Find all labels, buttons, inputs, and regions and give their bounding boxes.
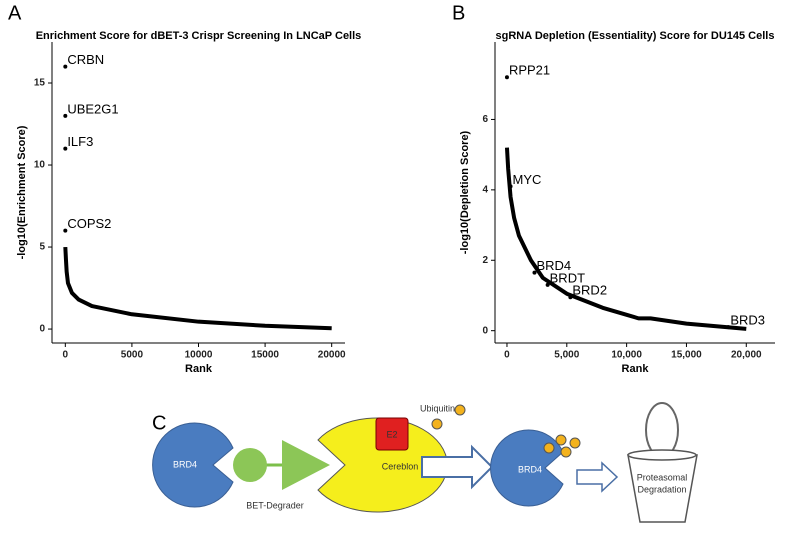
ubiquitin (454, 404, 466, 416)
y-tick-label: 0 (39, 324, 45, 335)
handle (645, 402, 679, 458)
label: BRD4 (173, 459, 197, 469)
labeled-point (568, 295, 573, 300)
e2 (375, 417, 409, 451)
label: Cereblon (382, 461, 419, 471)
ligand (282, 440, 330, 490)
annotation: COPS2 (67, 216, 111, 231)
label: Ubiquitin (420, 403, 455, 413)
ubiquitin (560, 446, 572, 458)
label: Proteasomal (637, 472, 688, 482)
ubiquitin (555, 434, 567, 446)
labeled-point (532, 270, 537, 275)
x-tick-label: 20,000 (731, 350, 762, 361)
labeled-point (63, 146, 68, 151)
ligand (233, 448, 267, 482)
ubiquitin (431, 418, 443, 430)
annotation: RPP21 (509, 63, 550, 78)
x-tick-label: 10000 (185, 350, 213, 361)
x-tick-label: 0 (504, 350, 510, 361)
x-tick-label: 5,000 (554, 350, 579, 361)
annotation: UBE2G1 (67, 101, 118, 116)
chart-title: sgRNA Depletion (Essentiality) Score for… (496, 30, 775, 42)
rank-curve (63, 246, 332, 331)
arrow (576, 461, 619, 493)
brd4-protein (152, 422, 234, 508)
trash-rim (627, 449, 697, 461)
y-tick-label: 4 (482, 185, 488, 196)
y-tick-label: 2 (482, 255, 488, 266)
panel-letter: B (452, 2, 465, 24)
panel-letter: C (152, 412, 166, 434)
annotation: BRDT (550, 270, 585, 285)
x-tick-label: 10,000 (611, 350, 642, 361)
labeled-point (63, 64, 68, 69)
x-axis-label: Rank (185, 363, 213, 375)
labeled-point (63, 228, 68, 233)
label: E2 (386, 429, 397, 439)
annotation: MYC (513, 172, 542, 187)
arrow (421, 444, 494, 490)
x-tick-label: 20000 (318, 350, 346, 361)
y-tick-label: 6 (482, 114, 488, 125)
labeled-point (504, 75, 509, 80)
panel-letter: A (8, 2, 22, 24)
ubiquitin (569, 437, 581, 449)
label: BRD4 (518, 464, 542, 474)
x-tick-label: 5000 (121, 350, 144, 361)
x-axis-label: Rank (622, 363, 650, 375)
x-tick-label: 15,000 (671, 350, 702, 361)
y-tick-label: 5 (39, 242, 45, 253)
y-tick-label: 0 (482, 325, 488, 336)
y-axis-label: -log10(Depletion Score) (459, 130, 471, 254)
y-tick-label: 15 (34, 78, 46, 89)
x-tick-label: 0 (63, 350, 69, 361)
diagram: BRD4 BET-Degrader Cereblon E2 Ubiquitin … (152, 402, 698, 523)
labeled-point (545, 282, 550, 287)
ubiquitin (543, 442, 555, 454)
rank-curve (504, 147, 747, 331)
labeled-point (726, 325, 731, 330)
labeled-point (63, 113, 68, 118)
labeled-point (508, 184, 513, 189)
label: Degradation (637, 484, 686, 494)
annotation: BRD3 (730, 313, 765, 328)
annotation: BRD4 (536, 258, 571, 273)
x-tick-label: 15000 (251, 350, 279, 361)
label: BET-Degrader (246, 500, 304, 510)
y-tick-label: 10 (34, 160, 46, 171)
annotation: ILF3 (67, 134, 93, 149)
annotation: BRD2 (572, 283, 607, 298)
y-axis-label: -log10(Enrichment Score) (16, 125, 28, 259)
annotation: CRBN (67, 52, 104, 67)
chart-title: Enrichment Score for dBET-3 Crispr Scree… (36, 30, 362, 42)
